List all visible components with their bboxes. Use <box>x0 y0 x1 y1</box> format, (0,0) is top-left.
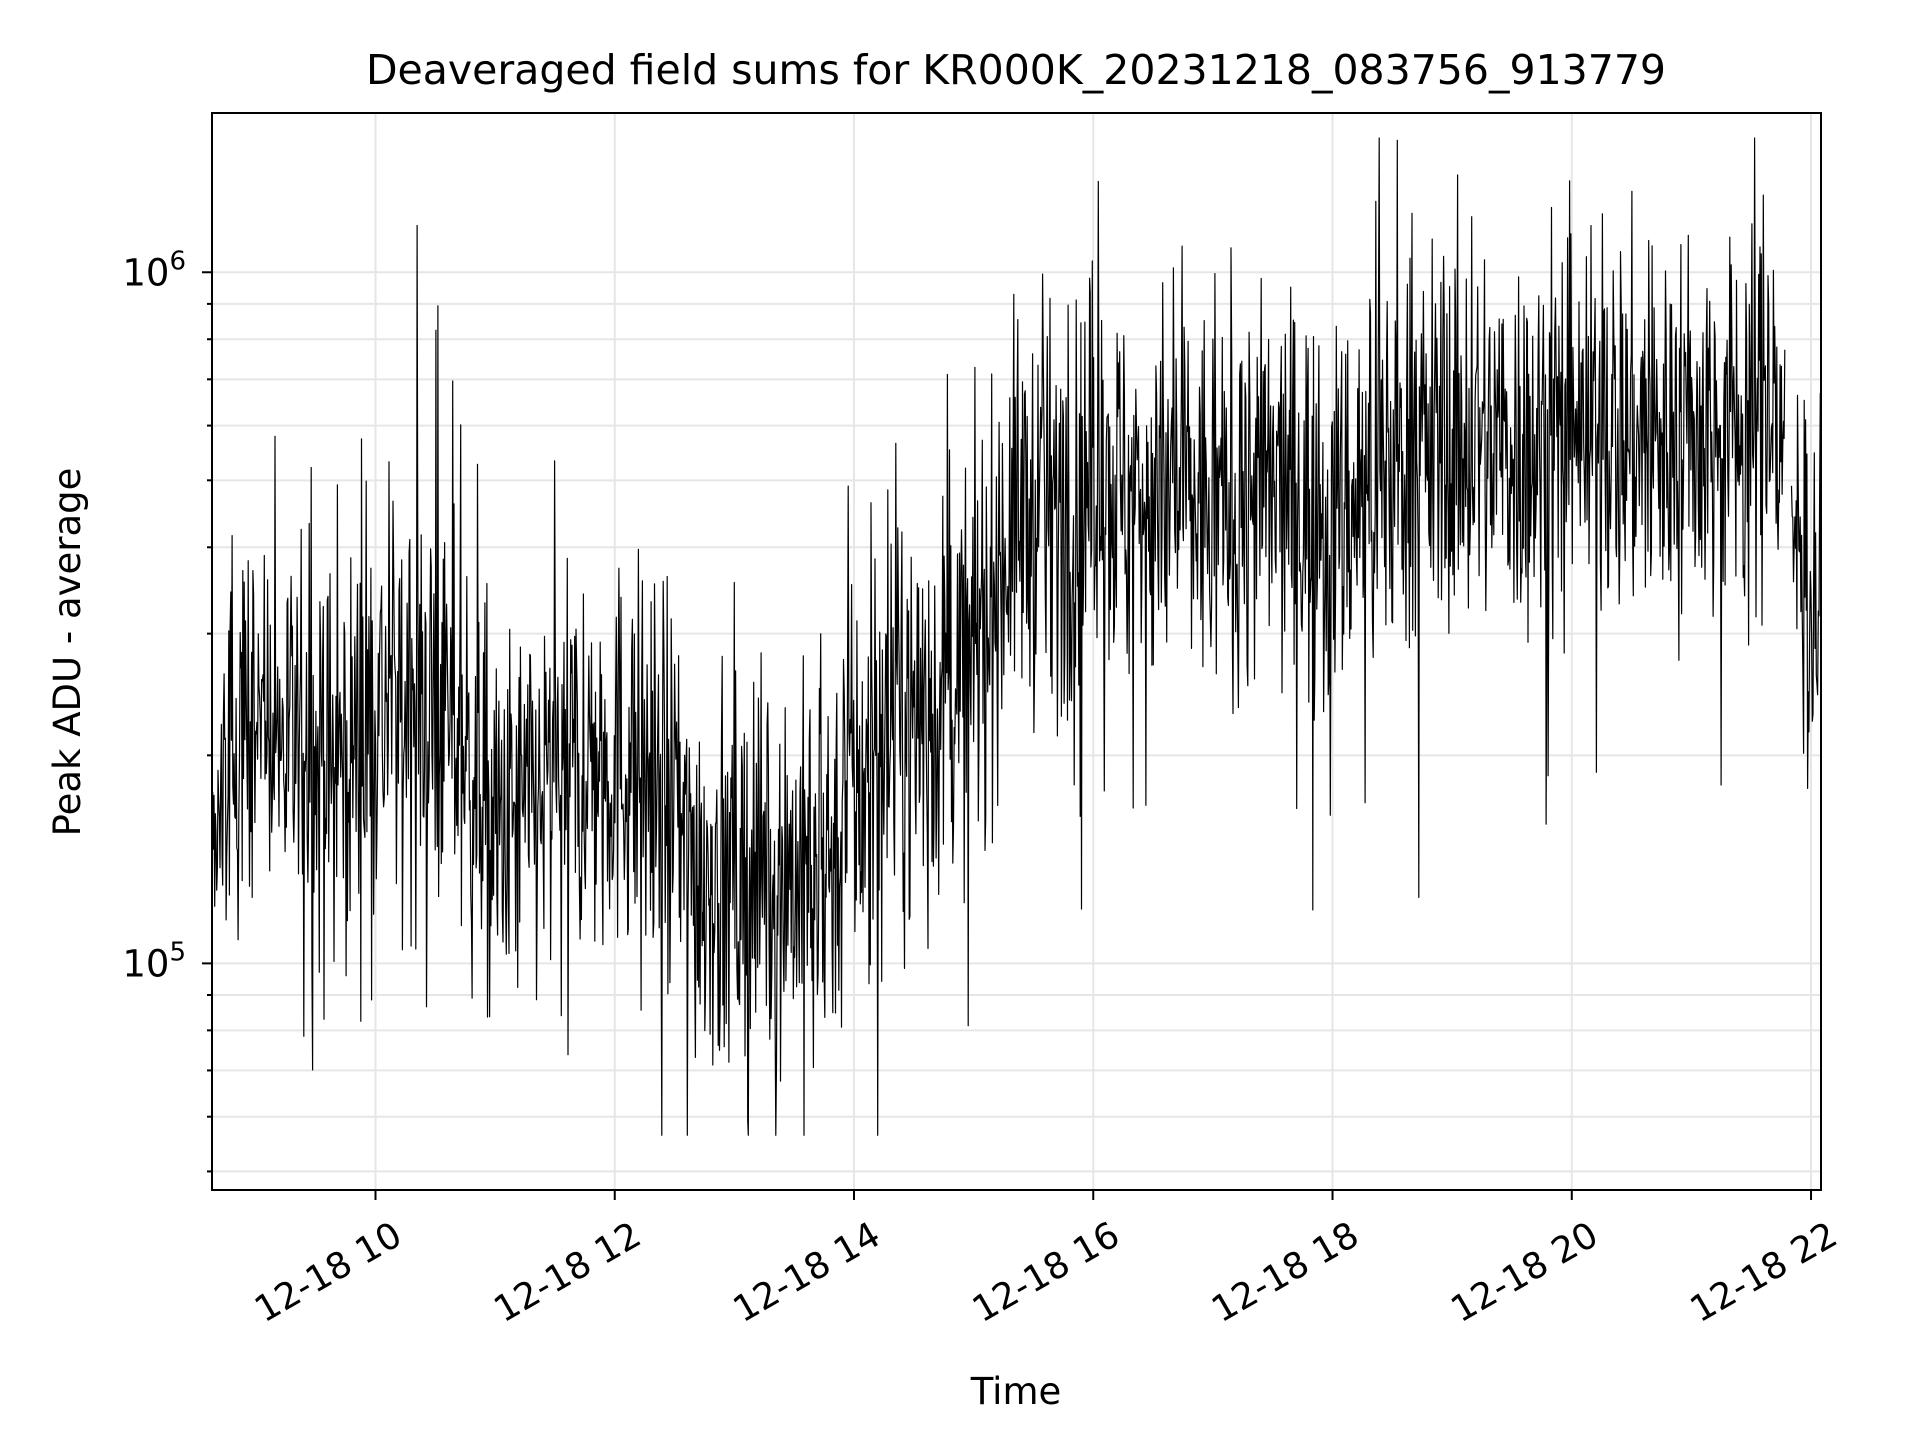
grid-lines <box>212 113 1821 1190</box>
plot-frame <box>211 112 1822 1191</box>
y-tick-label: 106 <box>122 246 186 294</box>
series-line <box>211 137 1786 1136</box>
x-axis-label: Time <box>970 1370 1062 1413</box>
series-layer <box>211 137 1822 1136</box>
y-axis-label: Peak ADU - average <box>46 468 89 837</box>
y-axis: 105 106 <box>122 246 212 1173</box>
chart-title: Deaveraged field sums for KR000K_2023121… <box>366 46 1666 94</box>
series-line <box>1790 392 1822 790</box>
y-tick-label: 105 <box>122 937 186 985</box>
